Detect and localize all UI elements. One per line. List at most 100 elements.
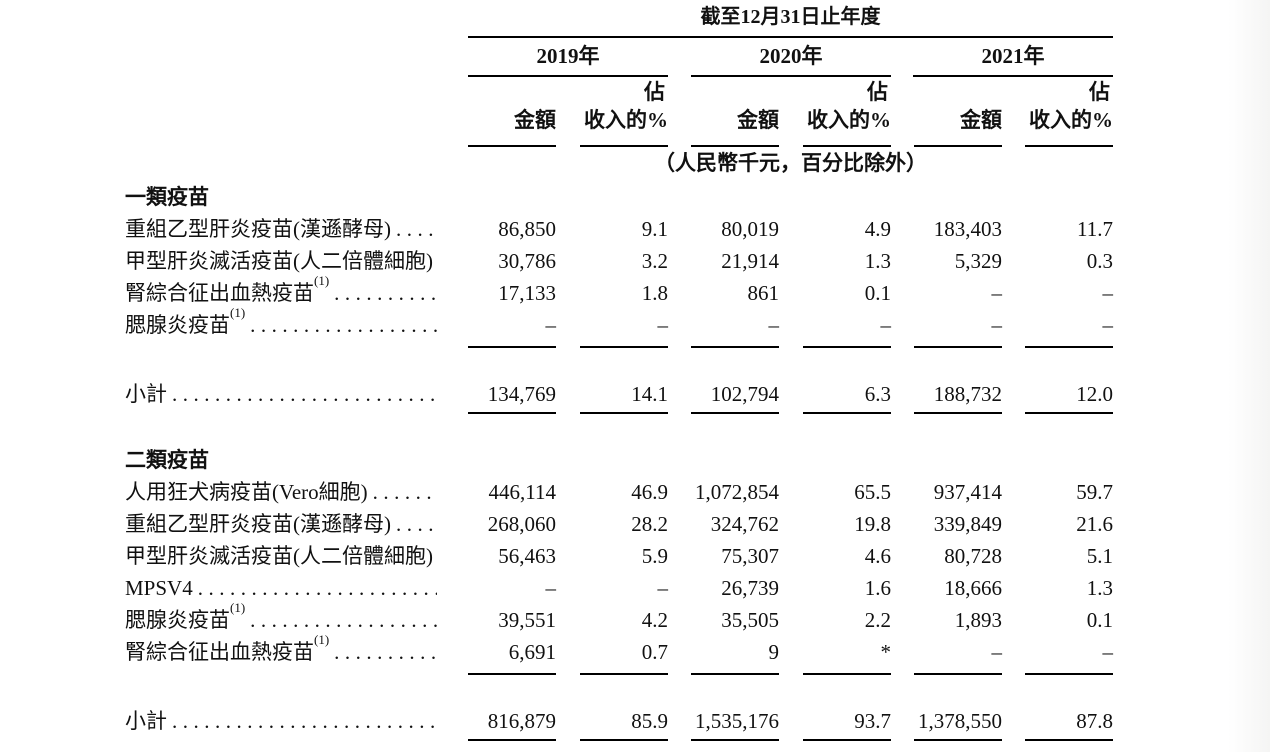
pct-2020: * [880, 640, 892, 664]
pct-2020: 65.5 [854, 480, 891, 504]
subtotal-rule [1025, 739, 1113, 741]
sum-rule [914, 346, 1002, 348]
year-header-row: 2019年 2020年 2021年 [125, 38, 1113, 77]
year-2019: 2019年 [468, 44, 668, 77]
amount-2021: 5,329 [954, 249, 1002, 273]
amount-2019: 446,114 [488, 480, 556, 504]
pct-2020: 1.3 [864, 249, 891, 273]
amount-2021: 1,378,550 [918, 709, 1002, 733]
sum-rule [468, 673, 556, 675]
row-label: 人用狂犬病疫苗(Vero細胞) [125, 480, 368, 504]
amount-2019: 134,769 [487, 382, 556, 406]
pct-header-line1: 佔 [644, 80, 665, 104]
dot-leader [250, 604, 437, 636]
year-2020: 2020年 [691, 44, 891, 77]
table-row: 腎綜合征出血熱疫苗(1) 6,691 0.7 9 * – – [125, 633, 1114, 668]
pct-2019: 5.9 [641, 544, 668, 568]
amount-2021: 18,666 [944, 576, 1002, 600]
pct-2021: 21.6 [1076, 512, 1113, 536]
row-label: 甲型肝炎滅活疫苗(人二倍體細胞) [125, 544, 433, 568]
amount-2019: 39,551 [498, 608, 556, 632]
row-label-cell: 腎綜合征出血熱疫苗(1) [125, 633, 437, 668]
row-label-cell: 小計 [125, 348, 437, 410]
subtotal-rule [1025, 412, 1113, 414]
amount-2020: 80,019 [721, 217, 779, 241]
amount-2020: 26,739 [721, 576, 779, 600]
table-row: 腎綜合征出血熱疫苗(1) 17,133 1.8 861 0.1 – – [125, 274, 1114, 309]
section-heading: 二類疫苗 [125, 448, 209, 472]
amount-2019: 268,060 [487, 512, 556, 536]
amount-2019: 6,691 [508, 640, 556, 664]
pct-2021: – [1102, 313, 1114, 337]
pct-2019: – [657, 313, 669, 337]
amount-2020: 324,762 [710, 512, 779, 536]
row-label: 重組乙型肝炎疫苗(漢遜酵母) [125, 217, 391, 241]
row-label-cell: 人用狂犬病疫苗(Vero細胞) [125, 476, 437, 508]
pct-2020: 0.1 [864, 281, 891, 305]
subtotal-rule [580, 412, 668, 414]
pct-2021: – [1102, 281, 1114, 305]
row-label: 重組乙型肝炎疫苗(漢遜酵母) [125, 512, 391, 536]
row-label-cell: 甲型肝炎滅活疫苗(人二倍體細胞) [125, 540, 437, 572]
footnote-ref: (1) [230, 305, 246, 320]
sum-rule [1025, 346, 1113, 348]
row-label: MPSV4 [125, 576, 193, 600]
subtotal-rule-row [125, 737, 1113, 741]
row-label: 腮腺炎疫苗 [125, 608, 230, 632]
column-header-row: 金額 收入的% 金額 收入的% 金額 收入的% [125, 105, 1113, 133]
subtotal-rule-row [125, 410, 1113, 414]
amount-2019: – [545, 576, 557, 600]
row-label-cell: 重組乙型肝炎疫苗(漢遜酵母) [125, 508, 437, 540]
table-row: 甲型肝炎滅活疫苗(人二倍體細胞) 56,463 5.9 75,307 4.6 8… [125, 540, 1113, 572]
pct-2020: 4.6 [864, 544, 891, 568]
pct-2021: 0.1 [1086, 608, 1113, 632]
subtotal-rule [914, 412, 1002, 414]
pct-header-line1-row: 佔 佔 佔 [125, 77, 1113, 105]
pct-2019: 0.7 [641, 640, 668, 664]
pct-2021: 59.7 [1076, 480, 1113, 504]
subtotal-rule [803, 412, 891, 414]
pct-2020: 2.2 [864, 608, 891, 632]
pct-2021: 0.3 [1086, 249, 1113, 273]
row-label-cell: MPSV4 [125, 572, 437, 604]
amount-2019: 86,850 [498, 217, 556, 241]
sum-rule [803, 346, 891, 348]
subtotal-rule [691, 412, 779, 414]
pct-2019: – [657, 576, 669, 600]
subtotal-rule [468, 412, 556, 414]
dot-leader [250, 309, 437, 341]
row-label-cell: 腮腺炎疫苗(1) [125, 601, 437, 636]
pct-2021: – [1102, 640, 1114, 664]
footnote-ref: (1) [230, 600, 246, 615]
amount-2021: 1,893 [954, 608, 1002, 632]
column-rule [691, 145, 779, 147]
amount-2020: 102,794 [710, 382, 779, 406]
sum-rule [580, 346, 668, 348]
amount-2019: 17,133 [498, 281, 556, 305]
pct-header-line2: 收入的% [584, 108, 668, 132]
amount-2020: 1,072,854 [695, 480, 779, 504]
subtotal-rule [691, 739, 779, 741]
table-row: MPSV4 – – 26,739 1.6 18,666 1.3 [125, 572, 1113, 604]
pct-2020: 6.3 [864, 382, 891, 406]
sum-rule [691, 673, 779, 675]
table-row: 腮腺炎疫苗(1) – – – – – – [125, 306, 1114, 341]
pct-2019: 28.2 [631, 512, 668, 536]
unit-note-row: （人民幣千元，百分比除外） [125, 147, 1113, 177]
amount-2021: – [991, 313, 1003, 337]
pct-2021: 12.0 [1076, 382, 1113, 406]
amount-header: 金額 [960, 108, 1002, 132]
section-heading-row: 一類疫苗 [125, 177, 1113, 213]
pct-2020: 93.7 [854, 709, 891, 733]
dot-leader [334, 277, 437, 309]
subtotal-label: 小計 [125, 709, 167, 733]
amount-2020: – [768, 313, 780, 337]
sum-rule [803, 673, 891, 675]
table-row: 腮腺炎疫苗(1) 39,551 4.2 35,505 2.2 1,893 0.1 [125, 601, 1113, 636]
sum-rule [1025, 673, 1113, 675]
pct-header-line2: 收入的% [1029, 108, 1113, 132]
table-row: 人用狂犬病疫苗(Vero細胞) 446,114 46.9 1,072,854 6… [125, 476, 1113, 508]
pct-2020: – [880, 313, 892, 337]
amount-header: 金額 [514, 108, 556, 132]
pct-header-line1: 佔 [1089, 80, 1110, 104]
